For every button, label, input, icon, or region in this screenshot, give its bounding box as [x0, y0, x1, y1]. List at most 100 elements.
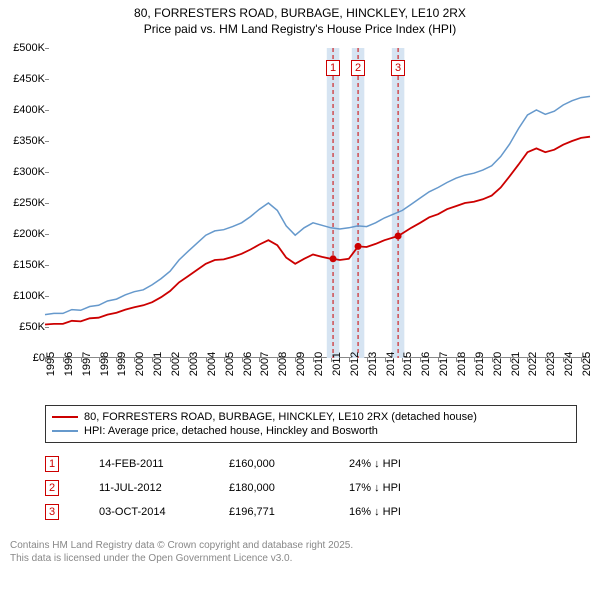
title-line-2: Price paid vs. HM Land Registry's House …	[0, 22, 600, 38]
title-line-1: 80, FORRESTERS ROAD, BURBAGE, HINCKLEY, …	[0, 6, 600, 22]
x-tick-label: 2021	[510, 352, 522, 376]
y-tick-mark	[45, 203, 49, 204]
x-tick-label: 2002	[170, 352, 182, 376]
x-tick-label: 2014	[385, 352, 397, 376]
x-tick-mark	[63, 358, 64, 362]
x-tick-label: 2013	[367, 352, 379, 376]
x-tick-label: 2007	[259, 352, 271, 376]
x-tick-mark	[206, 358, 207, 362]
x-tick-label: 2001	[152, 352, 164, 376]
plot-svg	[45, 48, 590, 358]
sales-row-marker: 3	[45, 504, 59, 520]
y-tick-label: £400K	[0, 104, 45, 116]
plot-area	[45, 48, 590, 358]
y-tick-label: £150K	[0, 259, 45, 271]
x-tick-mark	[331, 358, 332, 362]
y-tick-label: £100K	[0, 290, 45, 302]
y-tick-mark	[45, 110, 49, 111]
y-tick-mark	[45, 48, 49, 49]
x-tick-mark	[385, 358, 386, 362]
chart-container: 80, FORRESTERS ROAD, BURBAGE, HINCKLEY, …	[0, 0, 600, 590]
y-tick-label: £0	[0, 352, 45, 364]
x-tick-label: 2022	[527, 352, 539, 376]
x-tick-label: 1996	[63, 352, 75, 376]
x-tick-label: 2020	[492, 352, 504, 376]
sales-row-marker: 2	[45, 480, 59, 496]
x-tick-mark	[259, 358, 260, 362]
x-tick-mark	[492, 358, 493, 362]
y-tick-mark	[45, 265, 49, 266]
x-tick-label: 2024	[563, 352, 575, 376]
x-tick-mark	[313, 358, 314, 362]
sale-marker-dot	[395, 233, 402, 240]
x-tick-mark	[456, 358, 457, 362]
x-tick-mark	[474, 358, 475, 362]
x-tick-label: 1995	[45, 352, 57, 376]
x-tick-mark	[224, 358, 225, 362]
y-tick-label: £300K	[0, 166, 45, 178]
x-tick-label: 2018	[456, 352, 468, 376]
sales-row-marker: 1	[45, 456, 59, 472]
x-tick-label: 2003	[188, 352, 200, 376]
x-tick-mark	[349, 358, 350, 362]
x-tick-label: 1998	[99, 352, 111, 376]
series-price_paid	[45, 137, 590, 325]
legend-swatch	[52, 416, 78, 418]
x-tick-label: 2017	[438, 352, 450, 376]
y-tick-mark	[45, 327, 49, 328]
sale-annotation-2: 2	[351, 60, 365, 76]
y-tick-label: £50K	[0, 321, 45, 333]
x-tick-label: 2000	[134, 352, 146, 376]
legend-label: 80, FORRESTERS ROAD, BURBAGE, HINCKLEY, …	[84, 411, 477, 423]
sales-table: 114-FEB-2011£160,00024% ↓ HPI211-JUL-201…	[45, 452, 469, 524]
chart-title: 80, FORRESTERS ROAD, BURBAGE, HINCKLEY, …	[0, 0, 600, 37]
series-hpi	[45, 96, 590, 314]
y-tick-label: £450K	[0, 73, 45, 85]
x-tick-label: 2011	[331, 352, 343, 376]
sale-annotation-3: 3	[391, 60, 405, 76]
footer-line-1: Contains HM Land Registry data © Crown c…	[10, 539, 353, 552]
y-tick-label: £500K	[0, 42, 45, 54]
x-tick-mark	[367, 358, 368, 362]
footer-line-2: This data is licensed under the Open Gov…	[10, 552, 353, 565]
x-tick-label: 2015	[402, 352, 414, 376]
x-tick-label: 2016	[420, 352, 432, 376]
legend-item: HPI: Average price, detached house, Hinc…	[52, 424, 570, 438]
footer-attribution: Contains HM Land Registry data © Crown c…	[10, 539, 353, 565]
x-tick-mark	[527, 358, 528, 362]
legend-swatch	[52, 430, 78, 432]
x-tick-label: 2008	[277, 352, 289, 376]
x-tick-label: 2012	[349, 352, 361, 376]
y-tick-mark	[45, 296, 49, 297]
legend-item: 80, FORRESTERS ROAD, BURBAGE, HINCKLEY, …	[52, 410, 570, 424]
sale-marker-dot	[355, 243, 362, 250]
x-tick-mark	[563, 358, 564, 362]
x-tick-mark	[295, 358, 296, 362]
x-tick-mark	[277, 358, 278, 362]
y-tick-mark	[45, 79, 49, 80]
x-tick-label: 2025	[581, 352, 593, 376]
y-tick-label: £350K	[0, 135, 45, 147]
sales-row: 303-OCT-2014£196,77116% ↓ HPI	[45, 500, 469, 524]
sales-row-date: 03-OCT-2014	[99, 506, 229, 518]
x-tick-label: 1999	[116, 352, 128, 376]
x-tick-mark	[242, 358, 243, 362]
sale-annotation-1: 1	[326, 60, 340, 76]
sales-row-diff: 24% ↓ HPI	[349, 458, 469, 470]
x-tick-label: 1997	[81, 352, 93, 376]
x-tick-label: 2023	[545, 352, 557, 376]
y-tick-mark	[45, 141, 49, 142]
x-tick-mark	[99, 358, 100, 362]
x-tick-label: 2010	[313, 352, 325, 376]
sales-row: 114-FEB-2011£160,00024% ↓ HPI	[45, 452, 469, 476]
y-tick-mark	[45, 234, 49, 235]
x-tick-label: 2006	[242, 352, 254, 376]
y-tick-mark	[45, 172, 49, 173]
sales-row-diff: 16% ↓ HPI	[349, 506, 469, 518]
x-tick-mark	[134, 358, 135, 362]
legend-label: HPI: Average price, detached house, Hinc…	[84, 425, 378, 437]
x-tick-label: 2009	[295, 352, 307, 376]
legend: 80, FORRESTERS ROAD, BURBAGE, HINCKLEY, …	[45, 405, 577, 443]
x-tick-mark	[545, 358, 546, 362]
x-tick-mark	[81, 358, 82, 362]
